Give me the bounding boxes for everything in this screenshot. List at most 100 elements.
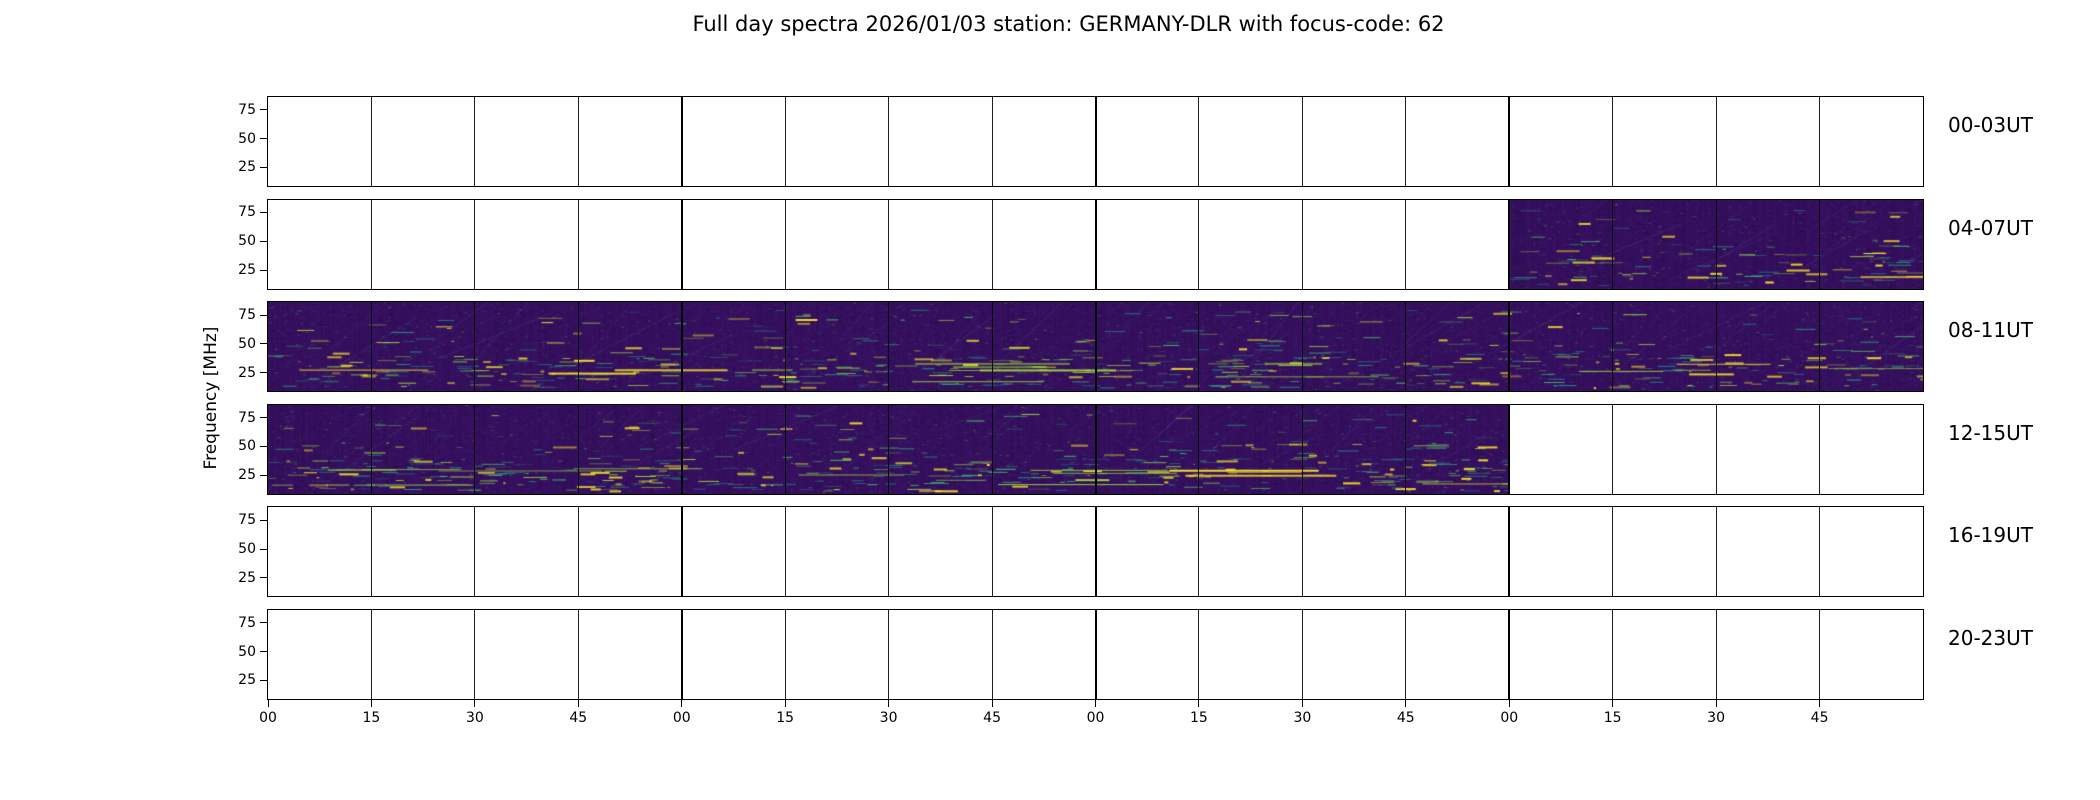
grid-line <box>474 199 476 289</box>
spectra-row-panel <box>267 301 1924 393</box>
y-tick-mark <box>260 314 267 316</box>
x-tick-label: 30 <box>879 710 898 726</box>
row-time-label: 00-03UT <box>1948 113 2033 137</box>
spectra-row-panel <box>267 198 1924 290</box>
grid-line <box>474 610 476 699</box>
x-tick-mark <box>1819 700 1821 707</box>
y-tick-label: 75 <box>238 307 256 323</box>
grid-line <box>1094 610 1097 699</box>
grid-line <box>784 610 786 699</box>
grid-line <box>1301 97 1303 186</box>
grid-line <box>474 404 476 494</box>
y-tick-label: 50 <box>238 541 256 557</box>
grid-line <box>680 610 683 699</box>
grid-line <box>370 199 372 289</box>
grid-line <box>1508 610 1511 699</box>
y-tick-mark <box>260 343 267 345</box>
row-time-label: 04-07UT <box>1948 215 2033 240</box>
grid-line <box>1405 610 1407 699</box>
row-time-label: 08-11UT <box>1948 318 2033 343</box>
x-tick-mark <box>888 700 890 707</box>
grid-line <box>1508 97 1511 186</box>
y-tick-label: 50 <box>238 335 256 352</box>
grid-line <box>1301 199 1303 289</box>
y-tick-mark <box>260 577 267 579</box>
x-tick-mark <box>474 700 476 707</box>
grid-line <box>474 302 476 392</box>
x-tick-label: 00 <box>1086 710 1105 726</box>
grid-line <box>1301 610 1303 699</box>
row-time-label: 16-19UT <box>1948 523 2033 548</box>
x-tick-mark <box>1198 700 1200 707</box>
x-tick-label: 45 <box>983 710 1001 726</box>
y-tick-label: 25 <box>238 364 256 381</box>
y-tick-label: 25 <box>238 467 256 484</box>
grid-line <box>1508 404 1511 494</box>
x-tick-mark <box>1095 700 1096 707</box>
x-tick-label: 00 <box>1500 710 1519 726</box>
y-tick-label: 50 <box>238 130 256 147</box>
grid-line <box>1094 404 1097 494</box>
grid-line <box>1612 302 1614 392</box>
x-tick-label: 30 <box>1707 710 1725 726</box>
grid-line <box>680 97 683 186</box>
grid-line <box>1715 302 1717 392</box>
grid-line <box>784 404 786 494</box>
grid-line <box>991 507 993 597</box>
x-tick-label: 15 <box>1189 710 1208 726</box>
grid-line <box>1198 302 1200 392</box>
grid-line <box>888 610 890 699</box>
grid-line <box>577 199 579 289</box>
grid-line <box>1301 507 1303 597</box>
grid-line <box>370 610 372 699</box>
y-tick-label: 75 <box>238 512 256 529</box>
x-tick-mark <box>1612 700 1614 707</box>
grid-line <box>1819 302 1821 392</box>
grid-line <box>991 302 993 392</box>
grid-line <box>1405 302 1407 392</box>
y-tick-mark <box>260 269 267 271</box>
grid-line <box>1819 610 1821 699</box>
y-tick-label: 75 <box>238 204 256 221</box>
grid-line <box>1094 97 1097 186</box>
y-tick-label: 50 <box>238 643 256 660</box>
grid-line <box>680 199 683 289</box>
grid-line <box>370 302 372 392</box>
grid-line <box>1508 507 1511 597</box>
x-tick-label: 15 <box>1603 710 1622 726</box>
x-tick-mark <box>1301 700 1303 707</box>
grid-line <box>1715 404 1717 494</box>
y-tick-mark <box>260 211 267 213</box>
grid-line <box>1715 199 1717 289</box>
x-tick-label: 30 <box>465 710 484 726</box>
x-tick-label: 45 <box>1810 710 1829 726</box>
grid-line <box>991 610 993 699</box>
grid-line <box>1405 404 1407 494</box>
y-tick-mark <box>260 445 267 447</box>
x-tick-label: 45 <box>569 710 588 726</box>
y-tick-label: 25 <box>238 672 256 689</box>
grid-line <box>1612 97 1614 186</box>
grid-line <box>1612 199 1614 289</box>
grid-line <box>680 507 683 597</box>
spectra-row-panel <box>267 96 1924 187</box>
y-tick-mark <box>260 372 267 374</box>
y-tick-label: 25 <box>238 569 256 586</box>
grid-line <box>1301 404 1303 494</box>
y-tick-label: 25 <box>238 159 256 176</box>
grid-line <box>1715 97 1717 186</box>
grid-line <box>1819 404 1821 494</box>
y-tick-label: 50 <box>238 233 256 250</box>
grid-line <box>370 97 372 186</box>
x-tick-mark <box>784 700 786 707</box>
x-tick-mark <box>1715 700 1717 707</box>
x-tick-label: 30 <box>1293 710 1312 726</box>
y-tick-mark <box>260 474 267 476</box>
y-tick-mark <box>260 651 267 653</box>
grid-line <box>1198 610 1200 699</box>
grid-line <box>888 302 890 392</box>
y-tick-mark <box>260 417 267 419</box>
chart-title: Full day spectra 2026/01/03 station: GER… <box>692 12 1445 36</box>
grid-line <box>680 404 683 494</box>
grid-line <box>1094 199 1097 289</box>
